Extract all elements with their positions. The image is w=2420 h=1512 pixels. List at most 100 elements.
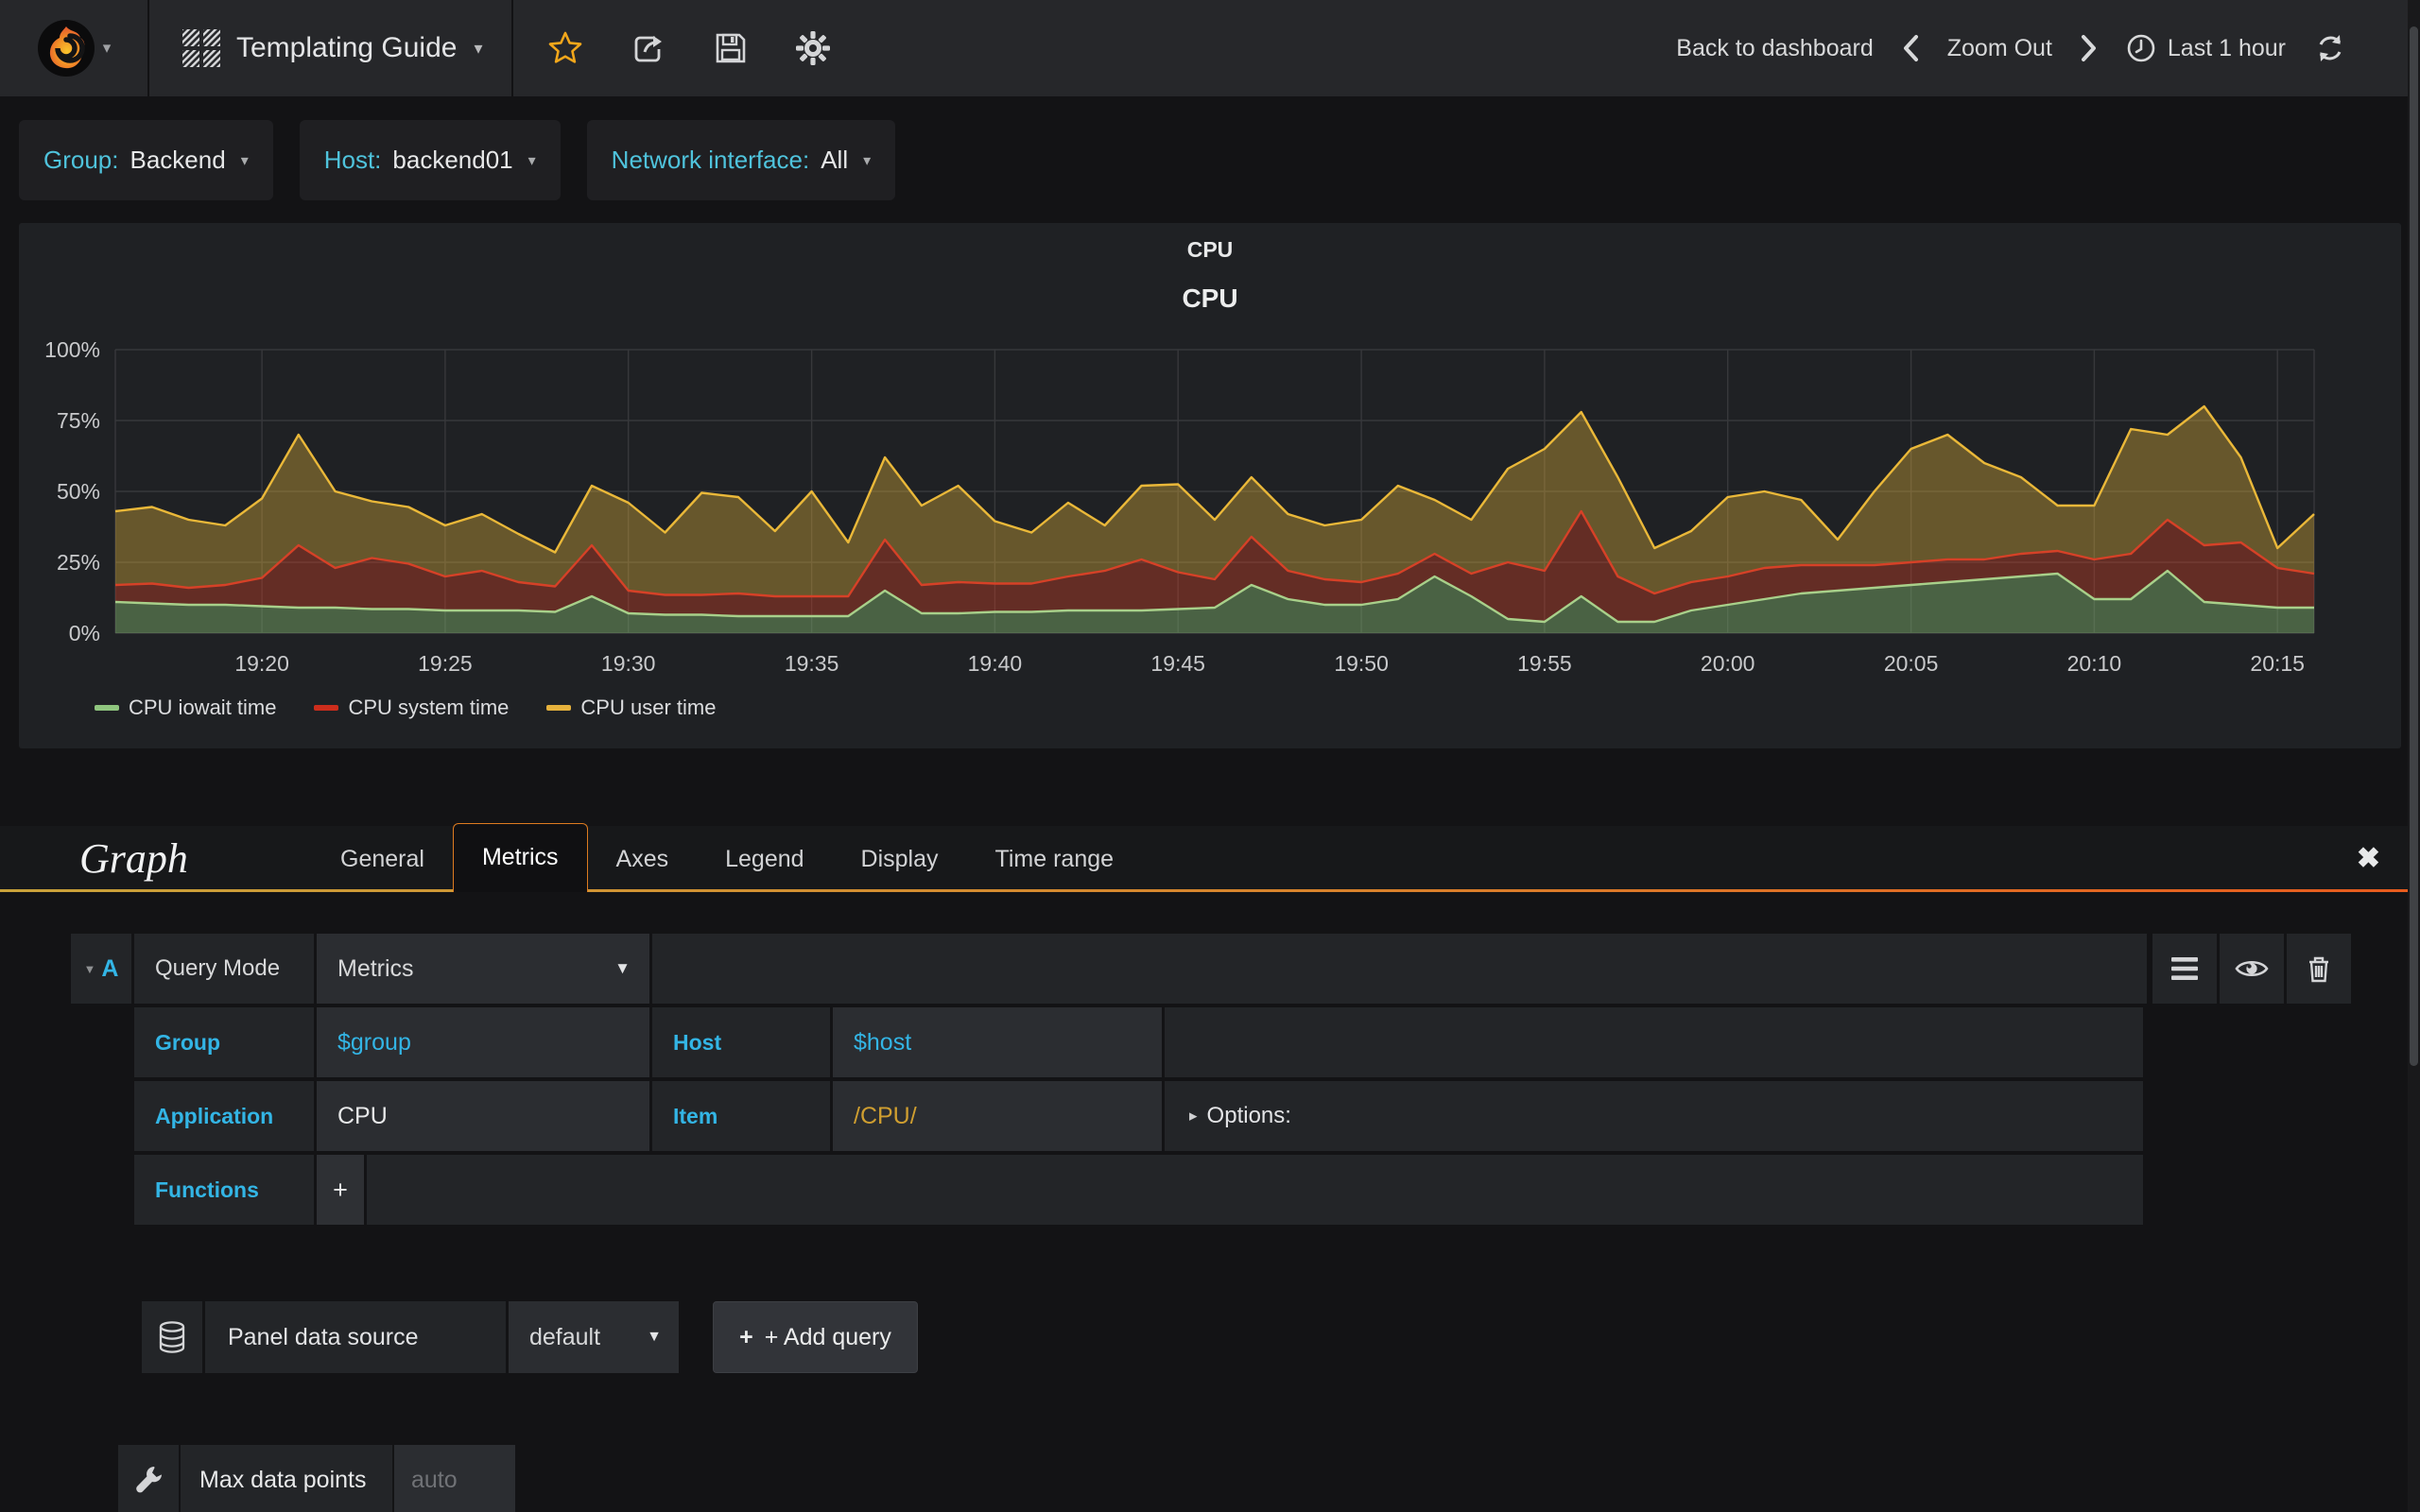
chevron-down-icon: ▼ (83, 961, 96, 976)
svg-text:50%: 50% (57, 479, 100, 504)
query-row-filler (1165, 1007, 2143, 1077)
svg-text:25%: 25% (57, 550, 100, 575)
application-label: Application (134, 1081, 314, 1151)
svg-text:20:00: 20:00 (1701, 651, 1755, 676)
panel-datasource-label: Panel data source (205, 1301, 506, 1373)
share-button[interactable] (631, 30, 666, 66)
max-data-points-input[interactable]: auto (394, 1445, 515, 1512)
chevron-down-icon: ▾ (102, 39, 112, 57)
page-scrollbar[interactable] (2408, 0, 2420, 1512)
zoom-out-button[interactable]: Zoom Out (1946, 34, 2052, 61)
add-query-button[interactable]: + + Add query (713, 1301, 918, 1373)
time-shift-right-button[interactable] (2081, 34, 2098, 62)
cpu-graph[interactable]: 0% 25% 50% 75% 100% 19:20 19:25 19:30 19:35 19:40… (19, 319, 2401, 694)
chevron-down-icon: ▾ (240, 152, 249, 169)
query-row-a: ▼ A Query Mode Metrics ▼ (71, 934, 2351, 1004)
graph-title: CPU (1182, 284, 1238, 313)
scrollbar-thumb[interactable] (2410, 26, 2418, 1066)
tab-time-range[interactable]: Time range (994, 846, 1115, 872)
tab-axes[interactable]: Axes (615, 846, 669, 872)
panel-type-title: Graph (79, 835, 188, 882)
svg-text:19:30: 19:30 (601, 651, 656, 676)
clock-icon (2126, 33, 2156, 63)
chevron-down-icon: ▼ (647, 1329, 662, 1345)
variable-host-dropdown[interactable]: Host: backend01 ▾ (299, 120, 561, 200)
options-label: Options: (1206, 1103, 1291, 1128)
query-mode-value: Metrics (337, 954, 414, 982)
svg-text:19:50: 19:50 (1334, 651, 1389, 676)
panel-editor-header: Graph General Metrics Axes Legend Display Tim… (0, 823, 2420, 892)
refresh-button[interactable] (2314, 32, 2346, 64)
svg-text:20:05: 20:05 (1884, 651, 1939, 676)
tab-display[interactable]: Display (860, 846, 939, 872)
query-row-functions: Functions + (134, 1155, 2143, 1225)
query-row-filler (652, 934, 2147, 1004)
legend-swatch (314, 705, 339, 711)
navbar: ▾ Templating Guide ▾ (0, 0, 2420, 96)
graph-legend: CPU iowait time CPU system time CPU user t… (95, 696, 2401, 720)
variable-label: Group: (43, 146, 119, 174)
svg-text:19:55: 19:55 (1517, 651, 1572, 676)
tab-general[interactable]: General (340, 846, 424, 872)
add-function-button[interactable]: + (317, 1155, 364, 1225)
chevron-down-icon: ▼ (614, 959, 631, 977)
variable-value: Backend (130, 146, 226, 174)
metrics-tab-content: ▼ A Query Mode Metrics ▼ Group $group Ho… (0, 892, 2420, 1512)
datasource-row: Panel data source default ▼ + + Add quer… (142, 1301, 2351, 1373)
host-input[interactable]: $host (833, 1007, 1162, 1077)
close-editor-icon[interactable]: ✖ (2356, 843, 2380, 874)
svg-text:20:15: 20:15 (2250, 651, 2305, 676)
query-row-application-item: Application CPU Item /CPU/ ▸ Options: (134, 1081, 2143, 1151)
query-ref-toggle[interactable]: ▼ A (71, 934, 131, 1004)
options-toggle[interactable]: ▸ Options: (1165, 1081, 2143, 1151)
query-row-group-host: Group $group Host $host (134, 1007, 2143, 1077)
datasource-dropdown[interactable]: default ▼ (509, 1301, 679, 1373)
svg-text:19:35: 19:35 (785, 651, 839, 676)
cpu-panel: CPU CPU 0% 25% 50% 75% 100% 19:20 19:25 19:30 19… (19, 223, 2401, 748)
query-mode-dropdown[interactable]: Metrics ▼ (317, 934, 649, 1004)
tab-metrics[interactable]: Metrics (452, 823, 588, 892)
datasource-value: default (529, 1323, 601, 1350)
application-input[interactable]: CPU (317, 1081, 649, 1151)
variable-group-dropdown[interactable]: Group: Backend ▾ (19, 120, 273, 200)
query-ref-letter: A (101, 954, 119, 982)
navbar-separator (147, 0, 149, 96)
legend-label: CPU user time (580, 696, 717, 719)
save-button[interactable] (714, 31, 748, 65)
dashboard-picker[interactable]: Templating Guide ▾ (149, 0, 511, 96)
time-shift-left-button[interactable] (1902, 34, 1919, 62)
tab-legend[interactable]: Legend (725, 846, 804, 872)
legend-item[interactable]: CPU user time (546, 696, 716, 720)
panel-title[interactable]: CPU (1186, 236, 1234, 262)
query-toggle-visibility-button[interactable] (2220, 934, 2284, 1004)
star-button[interactable] (547, 30, 583, 66)
query-delete-button[interactable] (2287, 934, 2351, 1004)
wrench-icon (118, 1445, 179, 1512)
max-data-points-row: Max data points auto (118, 1445, 2351, 1512)
functions-label: Functions (134, 1155, 314, 1225)
chevron-down-icon: ▾ (474, 38, 483, 58)
query-row-filler (367, 1155, 2143, 1225)
svg-text:19:45: 19:45 (1150, 651, 1205, 676)
chevron-right-icon: ▸ (1189, 1107, 1198, 1125)
legend-swatch (95, 705, 119, 711)
dashboard-grid-icon (182, 28, 221, 68)
host-label: Host (652, 1007, 830, 1077)
legend-item[interactable]: CPU system time (314, 696, 509, 720)
svg-text:75%: 75% (57, 408, 100, 433)
time-picker-button[interactable]: Last 1 hour (2126, 33, 2286, 63)
variable-network-interface-dropdown[interactable]: Network interface: All ▾ (586, 120, 896, 200)
template-variables-row: Group: Backend ▾ Host: backend01 ▾ Netwo… (0, 96, 2420, 200)
grafana-logo-menu[interactable]: ▾ (0, 0, 147, 96)
legend-item[interactable]: CPU iowait time (95, 696, 276, 720)
legend-label: CPU iowait time (129, 696, 277, 719)
add-query-label: + Add query (764, 1323, 891, 1350)
group-input[interactable]: $group (317, 1007, 649, 1077)
editor-accent-underline (0, 889, 2420, 892)
back-to-dashboard-button[interactable]: Back to dashboard (1676, 34, 1874, 61)
variable-label: Network interface: (611, 146, 810, 174)
time-range-label: Last 1 hour (2167, 34, 2286, 61)
settings-gear-button[interactable] (795, 30, 831, 66)
query-menu-button[interactable] (2152, 934, 2217, 1004)
item-input[interactable]: /CPU/ (833, 1081, 1162, 1151)
